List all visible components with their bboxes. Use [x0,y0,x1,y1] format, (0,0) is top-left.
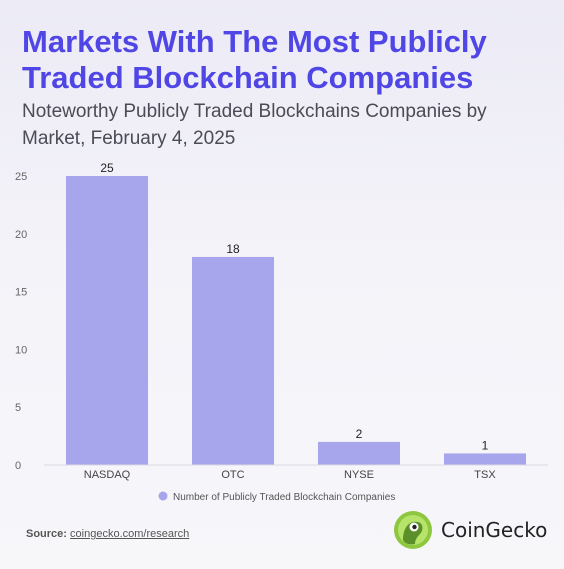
x-axis-labels: NASDAQ OTC NYSE TSX [84,469,497,481]
brand-name: CoinGecko [441,518,548,542]
data-label: 18 [226,242,240,256]
y-tick-label: 15 [15,287,27,299]
data-label: 25 [100,161,114,175]
y-tick-label: 10 [15,344,27,356]
x-tick-label: OTC [221,469,244,481]
data-labels: 25 18 2 1 [100,161,488,452]
x-tick-label: TSX [474,469,496,481]
x-tick-label: NYSE [344,469,374,481]
y-tick-label: 25 [15,171,27,183]
y-axis-ticks: 0 5 10 15 20 25 [15,171,27,472]
source-link[interactable]: coingecko.com/research [70,528,190,540]
bar-tsx [444,453,526,465]
chart-subtitle: Noteworthy Publicly Traded Blockchains C… [22,101,487,149]
legend: Number of Publicly Traded Blockchain Com… [158,491,395,503]
legend-marker [158,491,168,501]
brand: CoinGecko [393,510,547,550]
coingecko-logo-icon [394,511,432,549]
bar-nyse [318,441,400,465]
y-tick-label: 5 [15,402,21,414]
chart-title: Markets With The Most Publicly Traded Bl… [22,24,487,95]
data-label: 2 [356,427,363,441]
y-tick-label: 20 [15,229,27,241]
source-label: Source: [26,528,67,540]
y-tick-label: 0 [15,460,21,472]
data-label: 1 [482,438,489,452]
bars [66,176,526,465]
legend-label: Number of Publicly Traded Blockchain Com… [173,492,395,503]
bar-chart: 0 5 10 15 20 25 NASDAQ OTC NYSE TSX 25 18 2 1 Numbe… [15,161,548,503]
source-line: Source: coingecko.com/research [26,528,189,540]
bar-otc [192,256,274,465]
x-tick-label: NASDAQ [84,469,131,481]
bar-nasdaq [66,176,148,465]
